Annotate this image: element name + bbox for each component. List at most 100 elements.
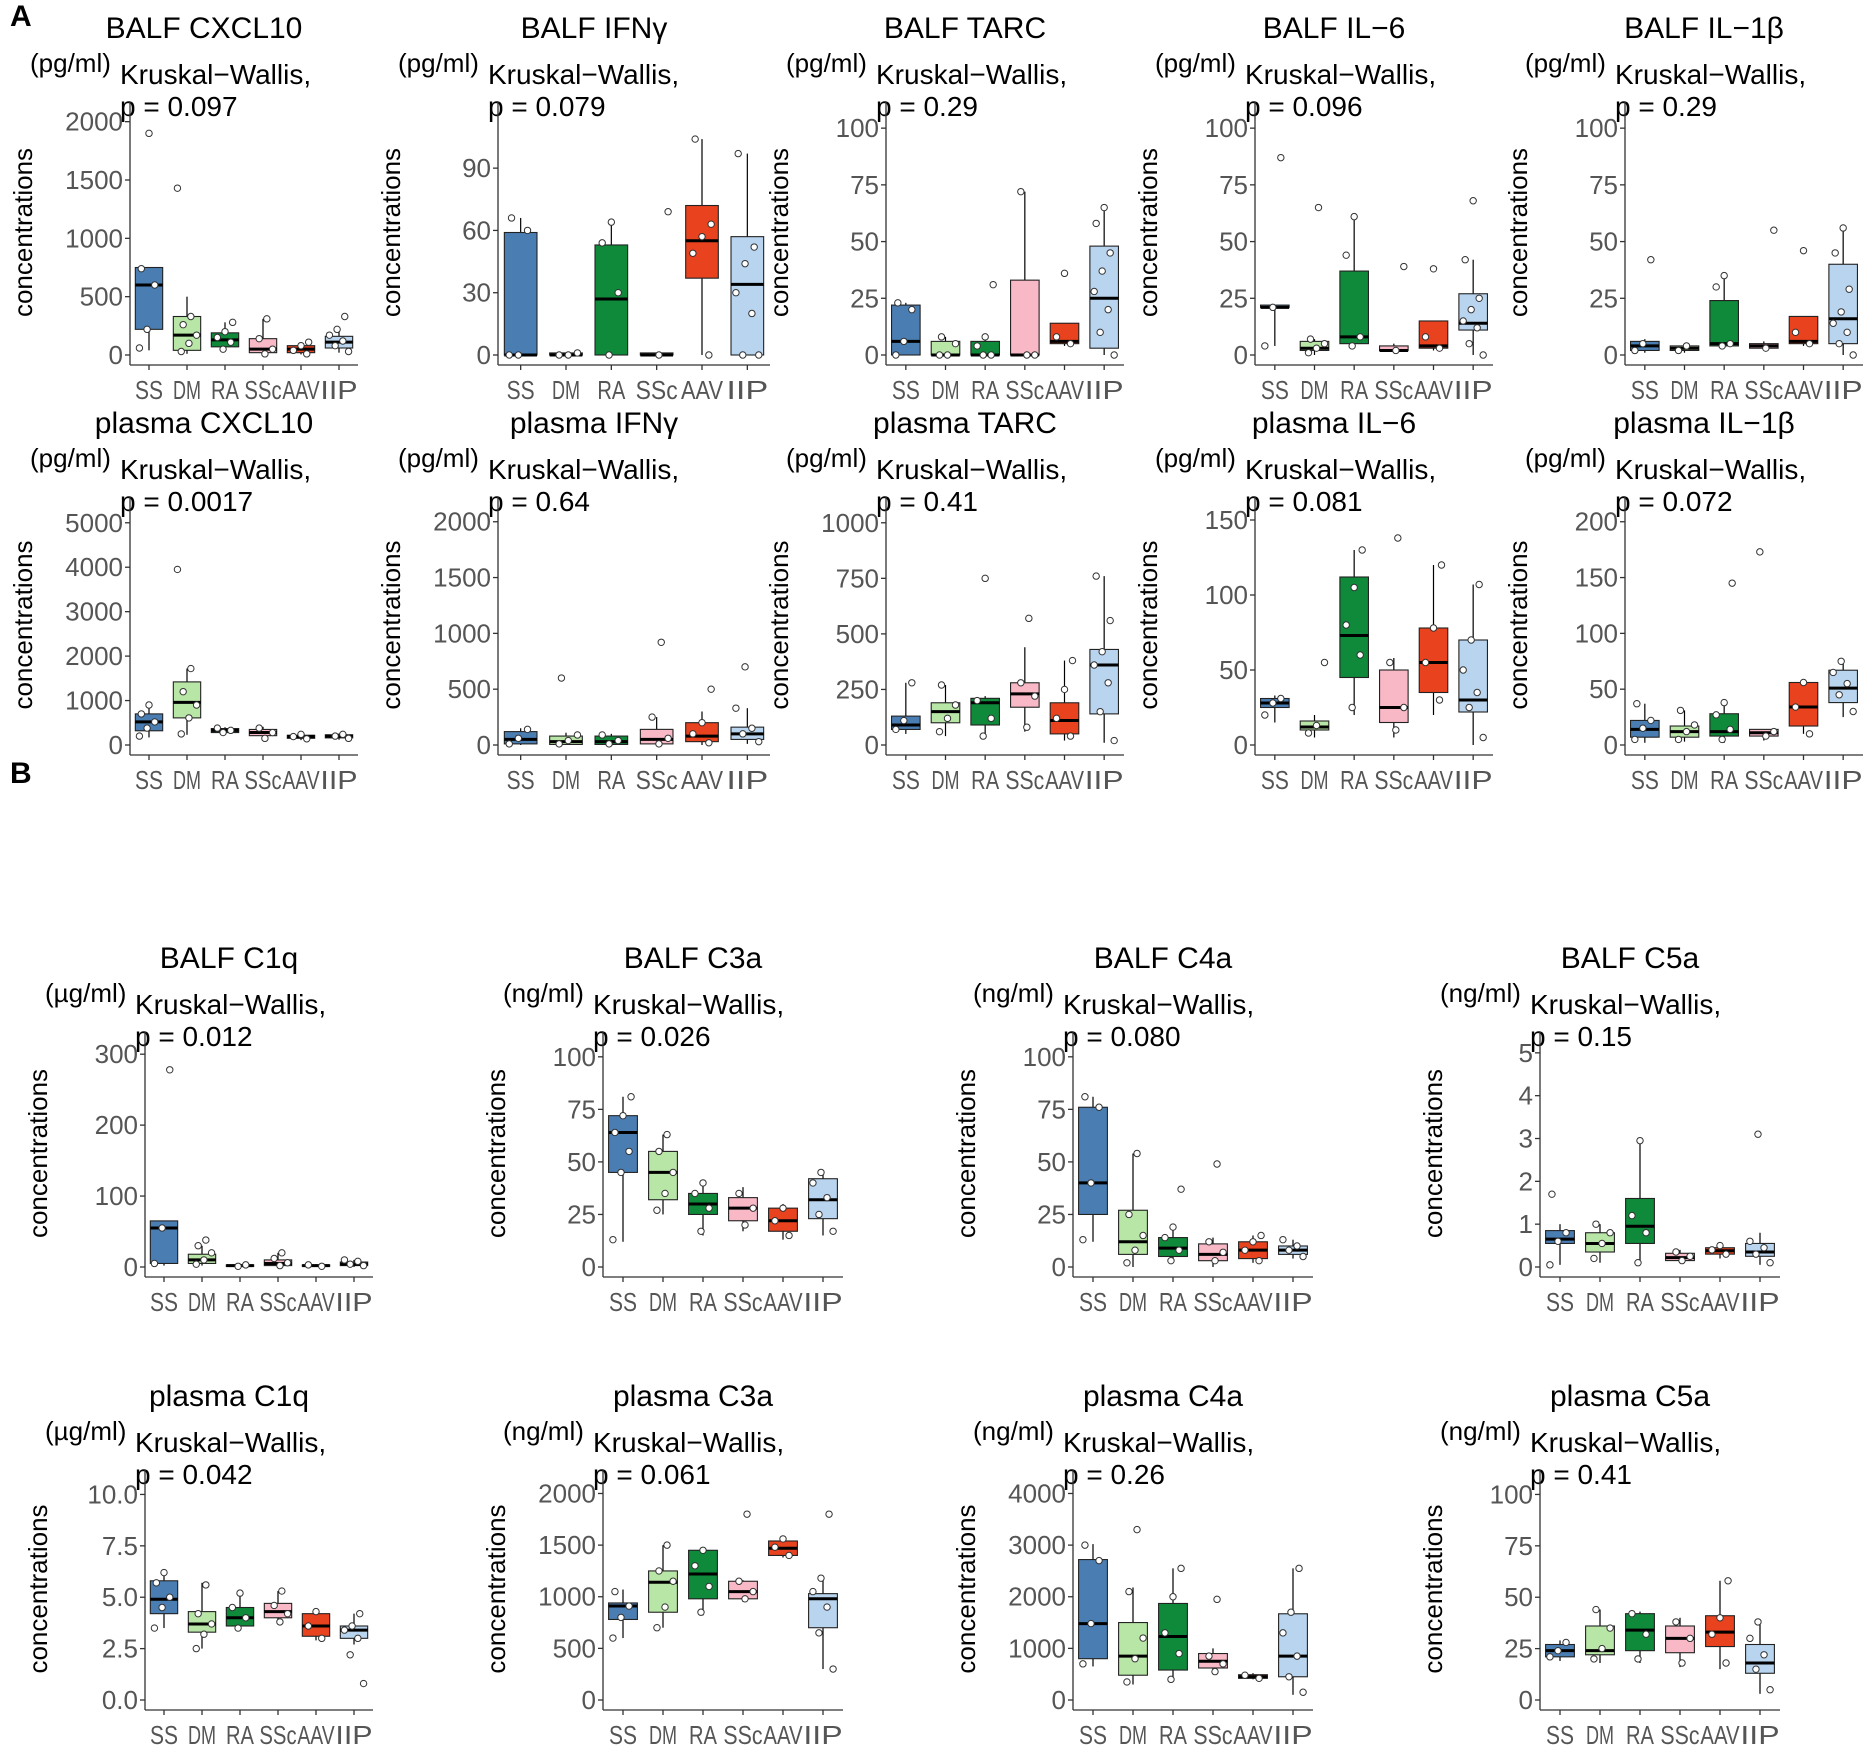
box-SS — [503, 725, 538, 748]
data-point — [979, 351, 987, 359]
x-tick-label: SSc — [244, 375, 281, 405]
data-point — [1718, 342, 1726, 350]
data-point — [1066, 339, 1075, 348]
data-point — [1177, 1185, 1185, 1193]
data-point — [207, 1620, 216, 1628]
data-point — [557, 674, 566, 682]
x-tick-label: SS — [1631, 375, 1659, 405]
data-point — [617, 1613, 625, 1622]
x-tick-label: SS — [1079, 1287, 1107, 1317]
data-point — [344, 347, 353, 356]
box-AAV — [1705, 1241, 1735, 1259]
data-point — [908, 679, 916, 687]
data-point — [755, 351, 763, 359]
data-point — [1475, 580, 1483, 589]
data-point — [1479, 351, 1487, 359]
y-tick-label: 5000 — [65, 508, 123, 538]
chart-title: plasma C1q — [149, 1380, 309, 1413]
box-DM — [1585, 1605, 1615, 1663]
data-point — [1106, 249, 1114, 257]
test-label: Kruskal−Wallis, — [876, 454, 1067, 485]
data-point — [1350, 583, 1358, 592]
p-value-label: p = 0.080 — [1063, 1021, 1181, 1052]
y-tick-label: 4000 — [1008, 1478, 1066, 1508]
x-tick-label: DM — [932, 375, 960, 405]
data-point — [514, 734, 523, 743]
data-point — [1634, 1655, 1642, 1663]
data-point — [1479, 733, 1487, 742]
x-tick-label: SS — [507, 375, 535, 405]
p-value-label: p = 0.026 — [593, 1021, 711, 1052]
box-RA — [970, 280, 1000, 359]
data-point — [979, 732, 987, 740]
chart-6: plasma CXCL10(pg/ml) Kruskal−Wallis,p = 0… — [8, 407, 358, 795]
x-tick-label: IIP — [1273, 1720, 1312, 1750]
data-point — [1386, 658, 1394, 667]
box-body — [1745, 1643, 1775, 1674]
data-point — [1722, 1250, 1730, 1258]
data-point — [785, 1551, 793, 1560]
box-IIP — [1828, 224, 1858, 359]
data-point — [346, 1651, 354, 1659]
data-point — [1708, 1630, 1716, 1638]
x-tick-label: DM — [1586, 1287, 1614, 1317]
box-SSc — [248, 724, 278, 743]
data-point — [1110, 351, 1118, 359]
box-RA — [225, 1261, 255, 1270]
y-tick-label: 0 — [1519, 1685, 1533, 1715]
y-tick-label: 0 — [1052, 1685, 1066, 1715]
box-AAV — [768, 1535, 798, 1560]
data-point — [270, 1601, 278, 1610]
data-point — [1837, 308, 1845, 316]
data-point — [1766, 1686, 1774, 1694]
data-point — [1843, 328, 1851, 337]
x-tick-label: SSc — [244, 765, 281, 795]
x-tick-label: SSc — [1005, 375, 1044, 405]
data-point — [1095, 1103, 1103, 1111]
data-point — [779, 1535, 787, 1543]
box-IIP — [1278, 1235, 1308, 1261]
data-point — [1628, 1609, 1636, 1618]
data-point — [348, 1622, 356, 1630]
y-axis-title: concentrations — [23, 1504, 53, 1673]
box-DM — [1669, 342, 1700, 355]
y-tick-label: 2.5 — [102, 1634, 138, 1664]
data-point — [825, 1510, 833, 1518]
data-point — [611, 1128, 619, 1137]
data-point — [698, 718, 706, 727]
data-point — [823, 1193, 831, 1202]
y-tick-label: 750 — [836, 563, 879, 593]
data-point — [829, 1665, 837, 1673]
x-tick-label: RA — [1710, 375, 1739, 405]
data-point — [900, 716, 908, 725]
x-tick-label: IIP — [1740, 1287, 1779, 1317]
data-point — [785, 1231, 793, 1240]
data-point — [166, 1066, 174, 1074]
p-value-label: p = 0.41 — [1530, 1459, 1632, 1490]
data-point — [1400, 703, 1408, 712]
data-point — [507, 214, 516, 222]
box-DM — [648, 1541, 678, 1632]
y-axis-title: concentrations — [1503, 148, 1533, 317]
data-point — [1175, 1649, 1183, 1658]
x-tick-label: AAV — [1233, 1287, 1273, 1317]
data-point — [691, 1189, 699, 1198]
data-point — [1465, 703, 1473, 712]
x-tick-label: SSc — [1744, 375, 1783, 405]
data-point — [1642, 1229, 1650, 1237]
x-tick-label: DM — [188, 1287, 216, 1317]
data-point — [705, 1204, 713, 1212]
test-label: Kruskal−Wallis, — [488, 59, 679, 90]
data-point — [523, 725, 532, 734]
data-point — [1829, 668, 1837, 677]
x-tick-label: DM — [1671, 375, 1699, 405]
chart-15: plasma C1q (µg/ml) Kruskal−Wallis,p = 0.04… — [23, 1380, 373, 1750]
data-point — [663, 1130, 671, 1139]
x-tick-label: SS — [1546, 1287, 1574, 1317]
data-point — [173, 565, 182, 574]
x-tick-label: DM — [188, 1720, 216, 1750]
x-tick-label: IIP — [335, 1720, 372, 1750]
box-AAV — [1788, 678, 1819, 738]
unit-label: (µg/ml) — [45, 1416, 126, 1446]
